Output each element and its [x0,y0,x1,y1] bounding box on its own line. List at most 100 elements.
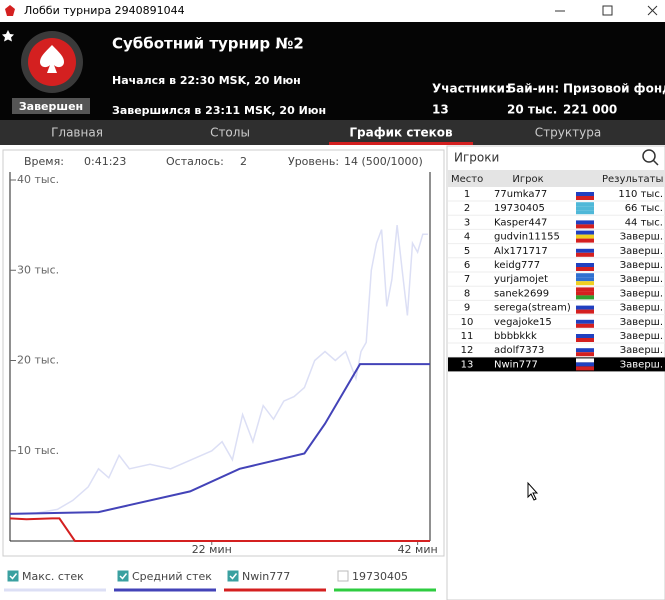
flag-stripe [576,315,594,320]
flag-stripe [576,295,594,300]
info-value: 0:41:23 [84,155,126,168]
stat-label: Бай-ин: [507,82,559,96]
tab[interactable]: Структура [535,126,601,140]
col-header: Игрок [512,174,543,185]
player-name[interactable]: Nwin777 [494,359,538,370]
info-label: Время: [24,155,64,168]
legend-label[interactable]: Nwin777 [242,570,290,583]
result[interactable]: 110 тыс. [618,189,663,200]
stat-label: Призовой фонд: [563,82,665,96]
place[interactable]: 1 [464,189,470,200]
flag-stripe [576,344,594,349]
result[interactable]: Заверш. [620,274,663,285]
place[interactable]: 6 [464,260,470,271]
flag-stripe [576,305,594,310]
flag-stripe [576,206,594,211]
player-name[interactable]: 77umka77 [494,189,547,200]
result[interactable]: Заверш. [620,359,663,370]
selected-row[interactable] [448,357,665,372]
result[interactable]: Заверш. [620,331,663,342]
status-badge [12,98,90,114]
place[interactable]: 12 [461,345,474,356]
player-name[interactable]: yurjamojet [494,274,548,285]
place[interactable]: 3 [464,217,470,228]
legend-checkbox[interactable] [227,570,239,582]
series-line [9,225,428,515]
legend-label[interactable]: Средний стек [132,570,212,583]
place[interactable]: 8 [464,288,470,299]
place[interactable]: 13 [461,359,474,370]
place[interactable]: 2 [464,203,470,214]
series-line [9,517,430,542]
y-tick-label: 20 тыс. [17,354,59,367]
legend-label[interactable]: 19730405 [352,570,408,583]
player-name[interactable]: Alx171717 [494,246,548,257]
y-tick-label: 40 тыс. [17,173,59,186]
stat-value: 20 тыс. [507,103,557,117]
tab[interactable]: Главная [51,126,103,140]
x-tick-label: 22 мин [192,543,232,556]
player-name[interactable]: sanek2699 [494,288,549,299]
stat-value: 13 [432,103,449,117]
table-header [448,170,665,187]
flag-stripe [576,358,594,363]
tab[interactable]: График стеков [349,126,453,140]
chart-frame [2,149,445,557]
place[interactable]: 11 [461,331,474,342]
player-name[interactable]: Kasper447 [494,217,547,228]
window-title: Лобби турнира 2940891044 [24,4,185,17]
cursor [527,481,539,501]
flag-stripe [576,196,594,200]
flag-stripe [576,319,594,324]
info-label: Уровень: [288,155,339,168]
player-name[interactable]: 19730405 [494,203,545,214]
search-icon[interactable] [642,149,656,163]
result[interactable]: Заверш. [620,303,663,314]
legend-checkbox[interactable] [117,570,129,582]
flag-stripe [576,224,594,229]
legend-check [9,573,18,580]
result[interactable]: Заверш. [620,288,663,299]
player-name[interactable]: vegajoke15 [494,317,552,328]
flag-stripe [576,248,594,253]
flag-stripe [576,273,594,278]
flag-stripe [576,281,594,286]
flag-stripe [576,291,594,296]
flag-stripe [576,259,594,263]
legend-checkbox[interactable] [337,570,349,582]
tab[interactable]: Столы [210,126,250,140]
result[interactable]: Заверш. [620,317,663,328]
result[interactable]: 44 тыс. [625,217,663,228]
x-tick-label: 42 мин [398,543,438,556]
flag-stripe [576,234,594,239]
player-name[interactable]: adolf7373 [494,345,544,356]
app-icon [5,5,15,16]
player-name[interactable]: serega(stream) [494,303,571,314]
place[interactable]: 4 [464,232,470,243]
flag-stripe [576,334,594,338]
player-name[interactable]: keidg777 [494,260,540,271]
favorite-star[interactable] [2,30,14,42]
search-placeholder[interactable]: Игроки [454,151,499,165]
flag-stripe [576,252,594,257]
result[interactable]: Заверш. [620,260,663,271]
place[interactable]: 9 [464,303,470,314]
legend-label[interactable]: Макс. стек [22,570,84,583]
place[interactable]: 7 [464,274,470,285]
tournament-title: Субботний турнир №2 [112,35,304,53]
player-name[interactable]: gudvin11155 [494,232,560,243]
player-name[interactable]: bbbbkkk [494,331,537,342]
result[interactable]: 66 тыс. [625,203,663,214]
flag-stripe [576,330,594,334]
legend-checkbox[interactable] [7,570,19,582]
place[interactable]: 5 [464,246,470,257]
window-controls[interactable] [555,5,658,16]
result[interactable]: Заверш. [620,232,663,243]
info-value: 2 [240,155,247,168]
result[interactable]: Заверш. [620,246,663,257]
place[interactable]: 10 [461,317,474,328]
tab-underline [329,142,473,145]
result[interactable]: Заверш. [620,345,663,356]
